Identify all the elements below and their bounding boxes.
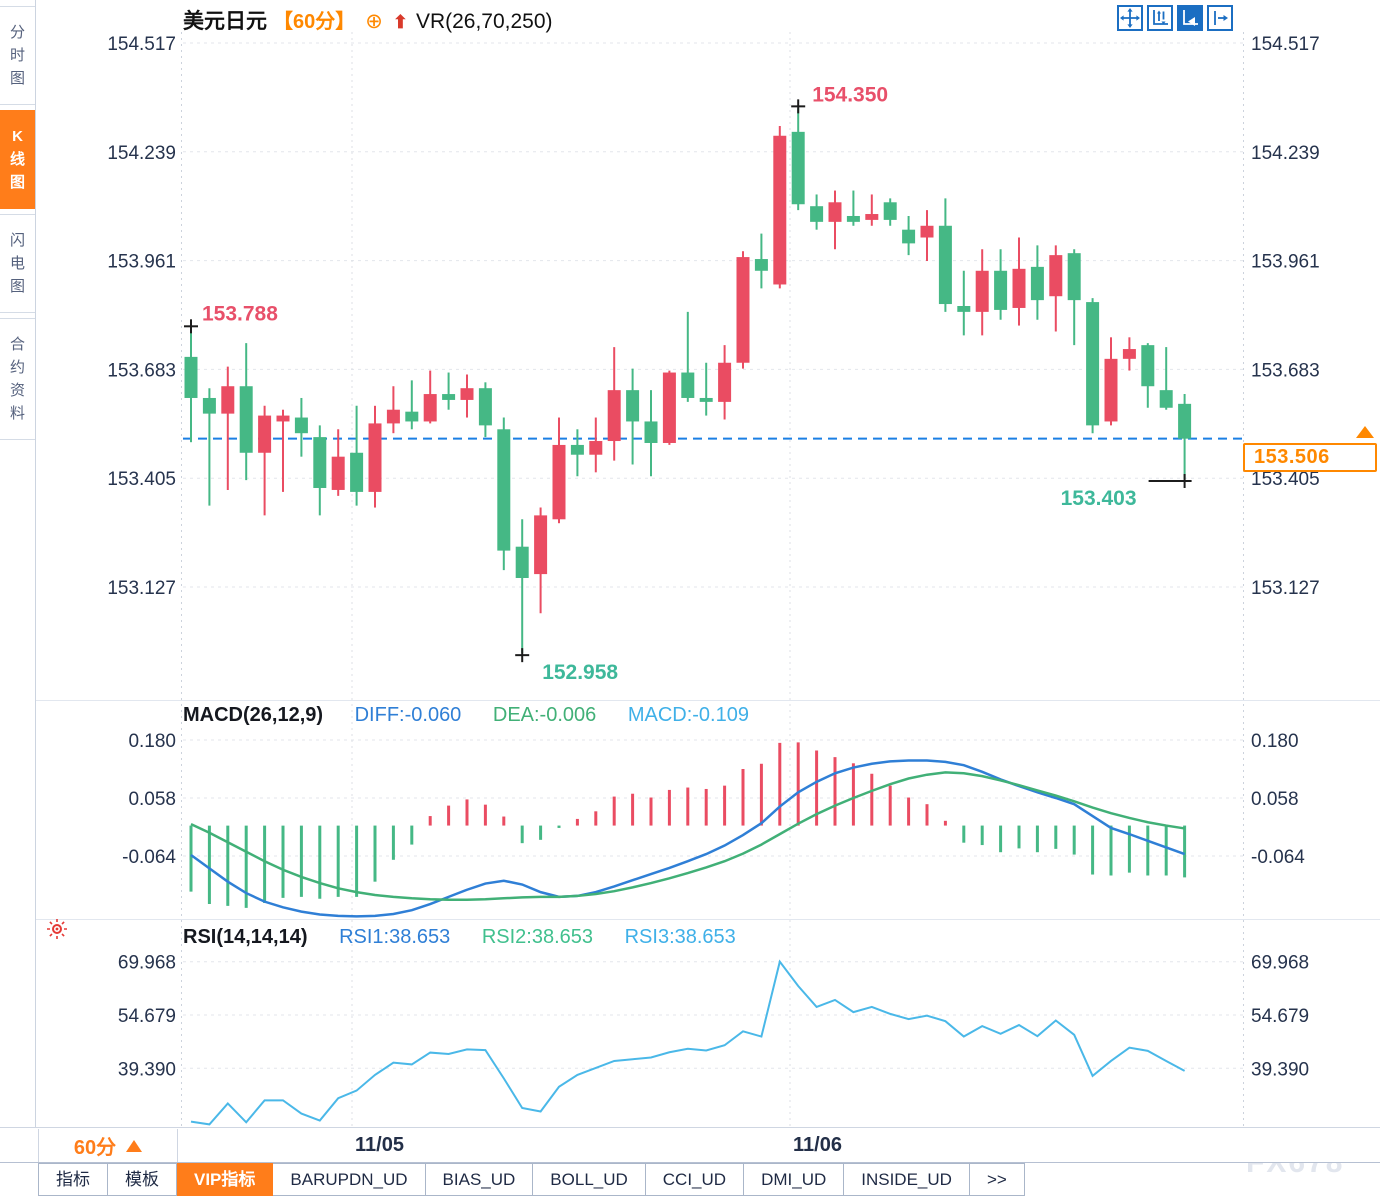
svg-text:0.180: 0.180 — [1251, 731, 1299, 752]
axis-labels: 154.517 154.517 154.239 154.239 153.961 153.9… — [107, 34, 1319, 1080]
sidebar-tab-闪电图[interactable]: 闪电图 — [0, 214, 35, 313]
indicator-tab-bar: 指标 模板 VIP指标 BARUPDN_UD BIAS_UD BOLL_UD CCI_UD D… — [38, 1163, 1025, 1196]
auto-scale-icon[interactable] — [1177, 5, 1203, 31]
macd-header: MACD(26,12,9) DIFF:-0.060 DEA:-0.006 MAC… — [183, 704, 775, 727]
rsi-line — [190, 959, 1186, 1126]
chart-toolbar — [1117, 5, 1233, 31]
chart-header: 美元日元 【60分】 ⊕ ⬆ VR(26,70,250) — [183, 5, 553, 33]
date-label: 11/05 — [355, 1134, 404, 1156]
svg-text:154.517: 154.517 — [107, 34, 176, 55]
rsi-title: RSI(14,14,14) — [183, 926, 308, 948]
svg-text:153.127: 153.127 — [107, 578, 176, 599]
price-scale-icon[interactable] — [1147, 5, 1173, 31]
gridlines — [36, 32, 1380, 1127]
period-selector[interactable]: 60分 — [38, 1129, 178, 1162]
annotations-layer: 153.788 154.350 152.958 153.403 — [184, 83, 1192, 684]
timeframe-label: 【60分】 — [273, 11, 356, 33]
date-label: 11/06 — [793, 1134, 842, 1156]
price-annotation: 154.350 — [812, 83, 888, 106]
svg-text:-0.064: -0.064 — [122, 847, 176, 868]
red-sun-icon[interactable] — [46, 918, 68, 945]
svg-text:153.405: 153.405 — [107, 469, 176, 490]
svg-text:153.683: 153.683 — [1251, 360, 1320, 381]
time-axis-strip: 60分 11/05 11/06 — [0, 1127, 1380, 1163]
period-label: 60分 — [73, 1137, 117, 1159]
svg-text:0.058: 0.058 — [1251, 789, 1299, 810]
sidebar-tab-合约资料[interactable]: 合约资料 — [0, 318, 35, 440]
svg-text:0.058: 0.058 — [128, 789, 176, 810]
add-indicator-icon[interactable]: ⊕ — [365, 10, 383, 33]
macd-dea-value: DEA:-0.006 — [492, 704, 597, 726]
svg-text:0.180: 0.180 — [128, 731, 176, 752]
svg-text:153.405: 153.405 — [1251, 469, 1320, 490]
rsi1-value: RSI1:38.653 — [339, 926, 451, 948]
rsi2-value: RSI2:38.653 — [481, 926, 594, 948]
bottom-tab-CCI_UD[interactable]: CCI_UD — [645, 1163, 745, 1196]
svg-text:39.390: 39.390 — [1251, 1059, 1309, 1080]
svg-text:54.679: 54.679 — [118, 1006, 176, 1027]
rsi-layer — [190, 959, 1186, 1126]
price-annotation: 152.958 — [542, 661, 618, 684]
svg-text:153.961: 153.961 — [107, 252, 176, 273]
svg-text:69.968: 69.968 — [1251, 953, 1309, 974]
svg-text:154.517: 154.517 — [1251, 34, 1320, 55]
svg-text:39.390: 39.390 — [118, 1059, 176, 1080]
svg-text:154.239: 154.239 — [107, 143, 176, 164]
up-arrow-icon: ⬆ — [392, 12, 408, 32]
period-up-icon — [126, 1139, 143, 1152]
macd-hist-value: MACD:-0.109 — [627, 704, 749, 726]
svg-text:153.683: 153.683 — [107, 360, 176, 381]
current-price-value: 153.506 — [1254, 446, 1330, 468]
bottom-tab-指标[interactable]: 指标 — [38, 1163, 108, 1196]
diff-line — [190, 759, 1186, 918]
candles-layer — [183, 108, 1243, 654]
rsi3-value: RSI3:38.653 — [624, 926, 736, 948]
vr-indicator-title: VR(26,70,250) — [415, 10, 553, 33]
svg-text:69.968: 69.968 — [118, 953, 176, 974]
pan-right-icon[interactable] — [1207, 5, 1233, 31]
price-up-icon — [1356, 426, 1374, 438]
bottom-tab-BOLL_UD[interactable]: BOLL_UD — [533, 1163, 646, 1196]
crosshair-icon[interactable] — [1117, 5, 1143, 31]
svg-text:153.127: 153.127 — [1251, 578, 1320, 599]
bottom-tab-VIP指标[interactable]: VIP指标 — [177, 1163, 274, 1196]
svg-text:54.679: 54.679 — [1251, 1006, 1309, 1027]
svg-text:-0.064: -0.064 — [1251, 847, 1305, 868]
bottom-tab->>[interactable]: >> — [969, 1163, 1025, 1196]
svg-text:153.961: 153.961 — [1251, 252, 1320, 273]
current-price-tag: 153.506 — [1243, 443, 1377, 472]
price-annotation: 153.403 — [1061, 487, 1137, 510]
macd-title: MACD(26,12,9) — [183, 704, 324, 726]
macd-layer — [189, 742, 1187, 918]
bottom-tab-BARUPDN_UD[interactable]: BARUPDN_UD — [273, 1163, 426, 1196]
bottom-tab-BIAS_UD[interactable]: BIAS_UD — [425, 1163, 534, 1196]
svg-text:154.239: 154.239 — [1251, 143, 1320, 164]
rsi-header: RSI(14,14,14) RSI1:38.653 RSI2:38.653 RS… — [183, 926, 762, 949]
bottom-tab-INSIDE_UD[interactable]: INSIDE_UD — [844, 1163, 970, 1196]
sidebar-tab-分时图[interactable]: 分时图 — [0, 6, 35, 105]
bottom-tab-模板[interactable]: 模板 — [108, 1163, 177, 1196]
macd-diff-value: DIFF:-0.060 — [354, 704, 462, 726]
candlestick-chart[interactable]: 154.517 154.517 154.239 154.239 153.961 153.9… — [0, 0, 1380, 1163]
dea-line — [190, 771, 1185, 901]
bottom-tab-DMI_UD[interactable]: DMI_UD — [744, 1163, 845, 1196]
price-annotation: 153.788 — [202, 302, 278, 325]
symbol-title: 美元日元 — [183, 10, 267, 33]
